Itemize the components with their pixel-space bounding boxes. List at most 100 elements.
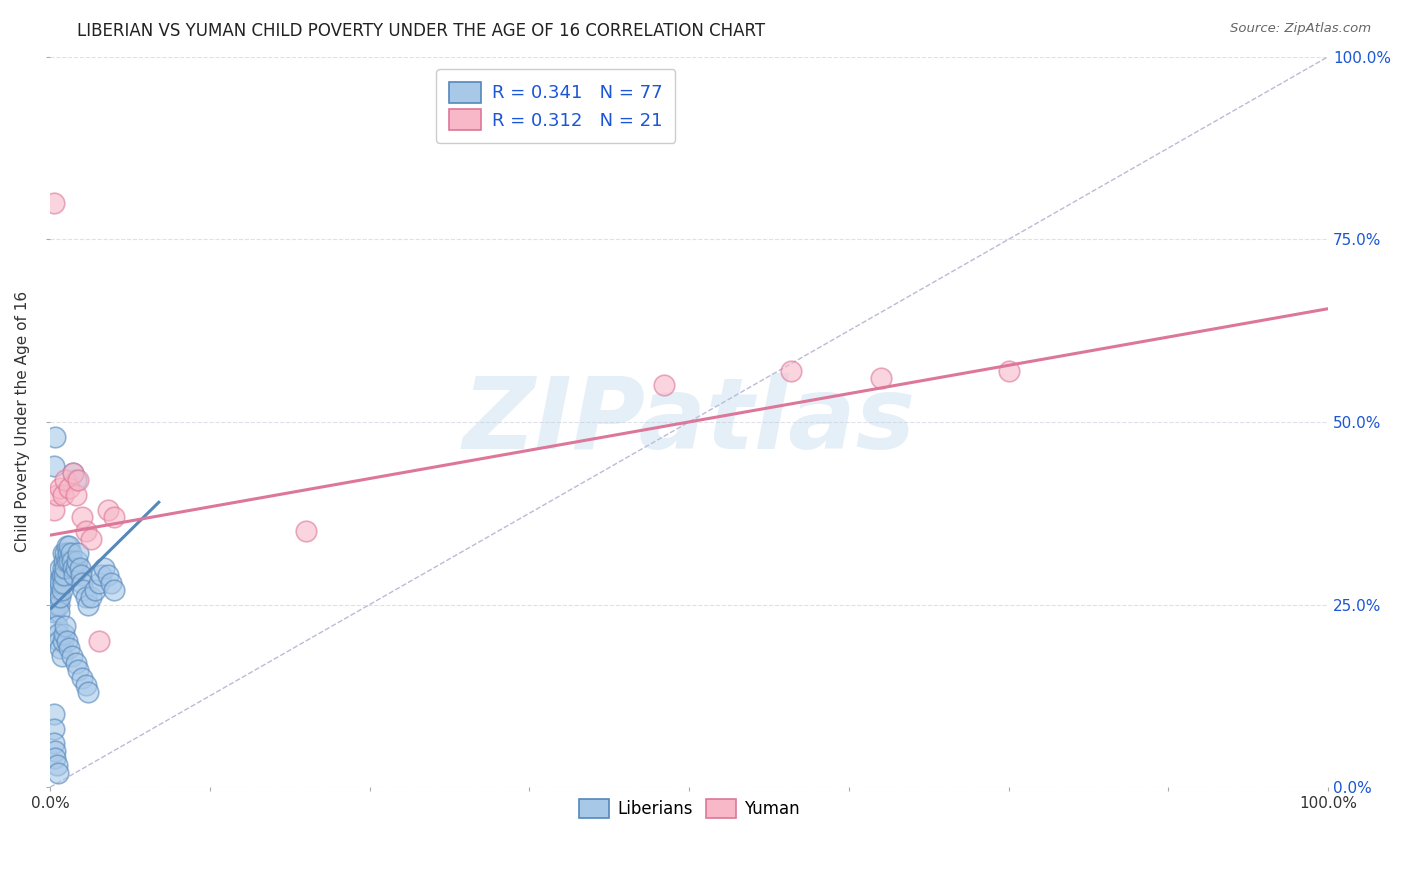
Text: LIBERIAN VS YUMAN CHILD POVERTY UNDER THE AGE OF 16 CORRELATION CHART: LIBERIAN VS YUMAN CHILD POVERTY UNDER TH… [77, 22, 765, 40]
Text: ZIPatlas: ZIPatlas [463, 374, 915, 470]
Point [60, 554, 83, 568]
Point [72, 582, 94, 597]
Point [58, 554, 80, 568]
Point [45, 488, 67, 502]
Point [49, 641, 72, 656]
Point [53, 627, 76, 641]
Point [80, 591, 103, 605]
Point [55, 546, 77, 560]
Point [48, 605, 70, 619]
Point [45, 619, 67, 633]
Point [77, 685, 100, 699]
Point [45, 582, 67, 597]
Point [55, 539, 77, 553]
Point [44, 744, 66, 758]
Point [44, 429, 66, 443]
Point [52, 561, 75, 575]
Point [87, 575, 110, 590]
Point [997, 364, 1019, 378]
Point [46, 591, 69, 605]
Point [294, 524, 316, 539]
Point [97, 502, 120, 516]
Point [42, 722, 65, 736]
Point [66, 554, 89, 568]
Point [62, 561, 84, 575]
Point [56, 546, 79, 560]
Point [87, 634, 110, 648]
Point [46, 765, 69, 780]
Point [69, 568, 91, 582]
Text: Source: ZipAtlas.com: Source: ZipAtlas.com [1230, 22, 1371, 36]
Point [52, 488, 75, 502]
Point [55, 474, 77, 488]
Point [90, 568, 112, 582]
Point [62, 466, 84, 480]
Point [80, 532, 103, 546]
Point [55, 561, 77, 575]
Point [62, 466, 84, 480]
Legend: Liberians, Yuman: Liberians, Yuman [571, 790, 808, 826]
Point [42, 598, 65, 612]
Point [42, 605, 65, 619]
Point [65, 656, 87, 670]
Point [652, 378, 675, 392]
Point [93, 561, 115, 575]
Point [48, 582, 70, 597]
Point [65, 561, 87, 575]
Point [55, 554, 77, 568]
Point [59, 546, 82, 560]
Point [42, 582, 65, 597]
Point [100, 575, 122, 590]
Point [45, 598, 67, 612]
Point [51, 568, 73, 582]
Point [75, 678, 97, 692]
Point [51, 582, 73, 597]
Point [45, 758, 67, 772]
Point [49, 481, 72, 495]
Y-axis label: Child Poverty Under the Age of 16: Child Poverty Under the Age of 16 [15, 292, 30, 552]
Point [67, 663, 90, 677]
Point [42, 195, 65, 210]
Point [49, 561, 72, 575]
Point [52, 546, 75, 560]
Point [53, 554, 76, 568]
Point [44, 575, 66, 590]
Point [70, 575, 93, 590]
Point [97, 568, 120, 582]
Point [55, 619, 77, 633]
Point [780, 364, 803, 378]
Point [67, 546, 90, 560]
Point [869, 371, 891, 385]
Point [75, 591, 97, 605]
Point [46, 575, 69, 590]
Point [55, 634, 77, 648]
Point [103, 582, 125, 597]
Point [49, 575, 72, 590]
Point [83, 582, 105, 597]
Point [44, 591, 66, 605]
Point [42, 707, 65, 722]
Point [69, 561, 91, 575]
Point [103, 509, 125, 524]
Point [60, 648, 83, 663]
Point [42, 458, 65, 473]
Point [58, 539, 80, 553]
Point [65, 488, 87, 502]
Point [49, 591, 72, 605]
Point [67, 474, 90, 488]
Point [46, 627, 69, 641]
Point [58, 641, 80, 656]
Point [48, 598, 70, 612]
Point [42, 736, 65, 750]
Point [63, 568, 86, 582]
Point [58, 481, 80, 495]
Point [51, 648, 73, 663]
Point [77, 598, 100, 612]
Point [52, 634, 75, 648]
Point [70, 509, 93, 524]
Point [42, 502, 65, 516]
Point [48, 634, 70, 648]
Point [44, 751, 66, 765]
Point [75, 524, 97, 539]
Point [52, 575, 75, 590]
